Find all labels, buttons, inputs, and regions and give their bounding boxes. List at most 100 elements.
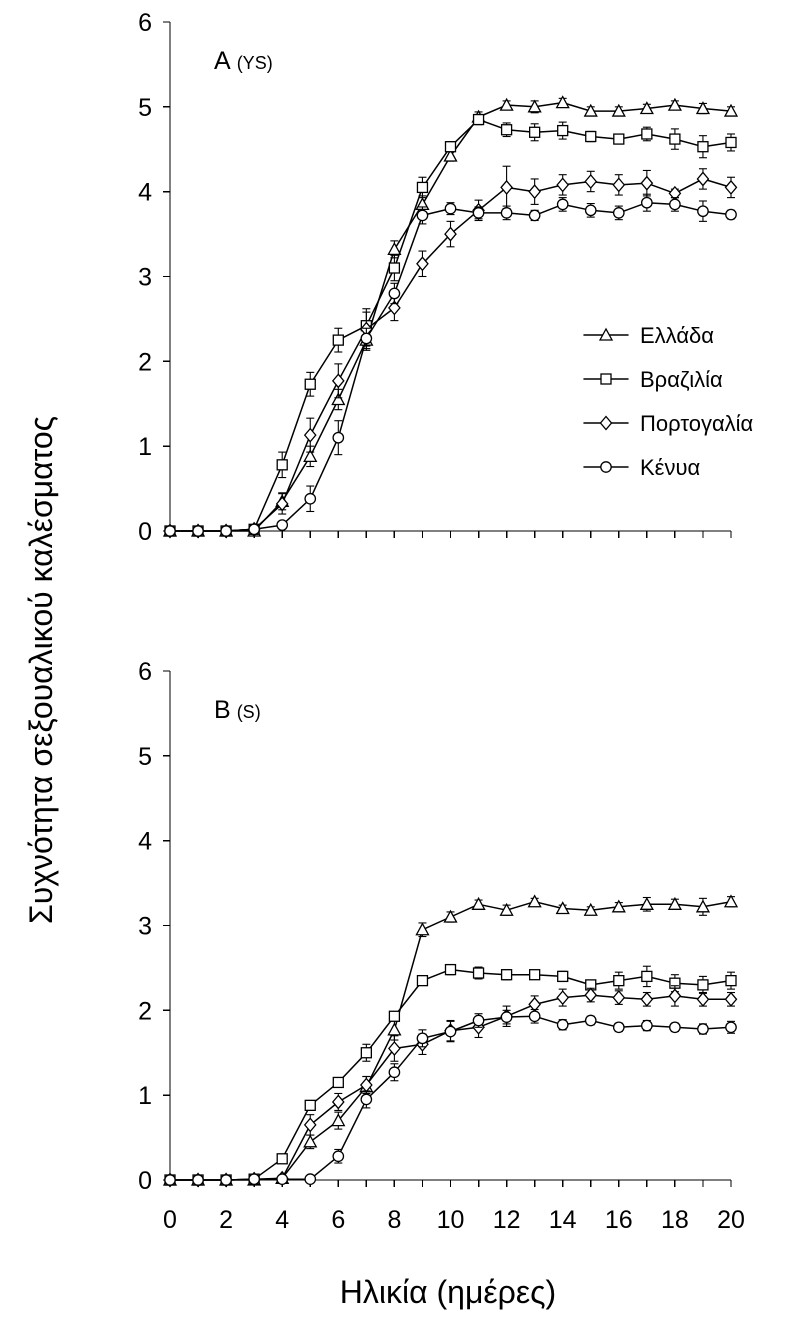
panel-b-triangle-marker — [555, 901, 570, 915]
panel-a-circle-marker — [164, 525, 176, 537]
panel-b-circle-marker — [444, 1025, 457, 1038]
panel-b-y-tick-label: 3 — [138, 913, 152, 941]
panel-a-diamond-marker — [612, 177, 626, 193]
panel-b-triangle-marker — [611, 899, 626, 913]
panel-b-y-tick-label: 6 — [138, 658, 152, 686]
panel-a-circle-marker — [528, 209, 541, 222]
panel-b-square-marker — [557, 970, 569, 983]
panel-b-square-marker — [416, 974, 429, 987]
panel-a-square-marker — [557, 124, 569, 137]
panel-a-y-tick-label: 1 — [138, 433, 152, 461]
panel-b-x-tick-label: 10 — [437, 1206, 465, 1234]
panel-a-diamond-marker — [500, 179, 513, 195]
panel-b-diamond-marker — [388, 1041, 401, 1057]
panel-b-x-tick-label: 20 — [717, 1206, 745, 1234]
panel-a-square-marker — [585, 130, 597, 143]
panel-a-diamond-marker — [444, 226, 457, 242]
panel-b-label: B (S) — [214, 696, 261, 724]
panel-b-circle-marker — [332, 1150, 345, 1163]
panel-a-circle-marker — [220, 525, 232, 537]
panel-a-square-marker — [388, 262, 401, 274]
panel-b-x-tick-label: 2 — [219, 1206, 233, 1234]
panel-a-chart: 0 1 2 3 4 5 6 A (YS) — [138, 9, 739, 546]
panel-b-y-tick-label: 1 — [138, 1082, 152, 1110]
panel-b-circle-marker — [164, 1174, 176, 1186]
panel-b-circle-marker — [192, 1174, 204, 1186]
panel-b-square-marker — [388, 1010, 401, 1022]
panel-b-square-marker — [613, 974, 625, 987]
panel-b-circle-marker — [697, 1023, 709, 1035]
panel-b-triangle-marker — [331, 1113, 346, 1127]
panel-b-x-tick-label: 6 — [331, 1206, 345, 1234]
panel-a-triangle-marker — [695, 101, 711, 115]
panel-b-diamond-marker — [331, 1094, 345, 1110]
panel-b-diamond-marker — [668, 988, 682, 1004]
panel-a-y-tick-label: 2 — [138, 348, 152, 376]
panel-b-x-tick-label: 0 — [163, 1206, 177, 1234]
panel-a-square-marker — [276, 459, 288, 471]
panel-a-circle-marker — [304, 492, 317, 505]
panel-a-square-marker — [304, 378, 316, 390]
panel-a-triangle-marker — [639, 101, 654, 115]
panel-a-y-tick-label: 0 — [138, 518, 152, 546]
panel-a-circle-marker — [416, 209, 429, 222]
panel-b-triangle-marker — [303, 1134, 318, 1148]
panel-b-circle-marker — [360, 1093, 373, 1106]
legend-item: Βραζιλία — [583, 367, 723, 392]
panel-a-diamond-marker — [331, 373, 345, 389]
panel-b-series — [163, 985, 738, 1188]
panel-a-y-tick-label: 6 — [138, 9, 152, 37]
panel-a-series — [164, 193, 737, 537]
panel-a-series — [163, 165, 738, 539]
legend-circle-icon — [600, 461, 612, 473]
panel-b-triangle-marker — [723, 894, 739, 908]
legend-label: Βραζιλία — [640, 367, 723, 392]
panel-b-circle-marker — [584, 1014, 597, 1027]
panel-b-circle-marker — [248, 1173, 260, 1186]
panel-a-diamond-marker — [275, 496, 289, 512]
legend: Ελλάδα Βραζιλία Πορτογαλία Κένυα — [583, 323, 754, 480]
panel-b-x-tick-label: 14 — [549, 1206, 577, 1234]
panel-b-circle-marker — [528, 1010, 541, 1023]
panel-a-square-marker — [332, 334, 344, 346]
panel-b-circle-marker — [500, 1011, 513, 1023]
panel-b-triangle-marker — [443, 909, 458, 923]
panel-b-square-marker — [444, 963, 457, 976]
panel-b-triangle-marker — [387, 1022, 402, 1036]
panel-a-diamond-marker — [696, 171, 710, 187]
panel-b-diamond-marker — [696, 991, 710, 1007]
panel-b-y-tick-label: 5 — [138, 743, 152, 771]
panel-a-square-marker — [416, 181, 429, 194]
panel-b-circle-marker — [276, 1173, 289, 1186]
panel-b-square-marker — [276, 1153, 288, 1165]
panel-a-square-marker — [472, 113, 485, 126]
panel-b-square-marker — [725, 974, 737, 987]
panel-a-y-tick-label: 4 — [138, 179, 152, 207]
legend-label: Κένυα — [640, 455, 701, 480]
legend-square-icon — [600, 373, 612, 385]
panel-b-x-tick-label: 8 — [387, 1206, 401, 1234]
panel-a-square-marker — [641, 128, 653, 140]
panel-b-square-marker — [472, 967, 485, 979]
legend-item: Ελλάδα — [583, 323, 714, 348]
panel-a-circle-marker — [388, 287, 401, 300]
y-axis-title: Συχνότητα σεξουαλικού καλέσματος — [23, 416, 59, 924]
panel-a-circle-marker — [248, 523, 260, 536]
x-axis-title: Ηλικία (ημέρες) — [340, 1274, 556, 1310]
panel-a-triangle-marker — [443, 148, 458, 162]
panel-b-circle-marker — [472, 1014, 485, 1027]
panel-b-series — [164, 1008, 737, 1186]
panel-b-x-tick-label: 12 — [493, 1206, 521, 1234]
panel-b-circle-marker — [388, 1066, 401, 1079]
legend-item: Κένυα — [583, 455, 701, 480]
panel-a-triangle-marker — [331, 392, 346, 406]
panel-b-square-marker — [332, 1076, 344, 1089]
panel-a-circle-marker — [584, 204, 597, 217]
panel-b-y-tick-label: 0 — [138, 1167, 152, 1195]
panel-a-square-marker — [725, 136, 737, 149]
panel-b-square-marker — [360, 1047, 373, 1059]
panel-b-diamond-marker — [640, 991, 654, 1007]
panel-a-y-tick-label: 3 — [138, 264, 152, 292]
legend-triangle-icon — [598, 327, 614, 341]
